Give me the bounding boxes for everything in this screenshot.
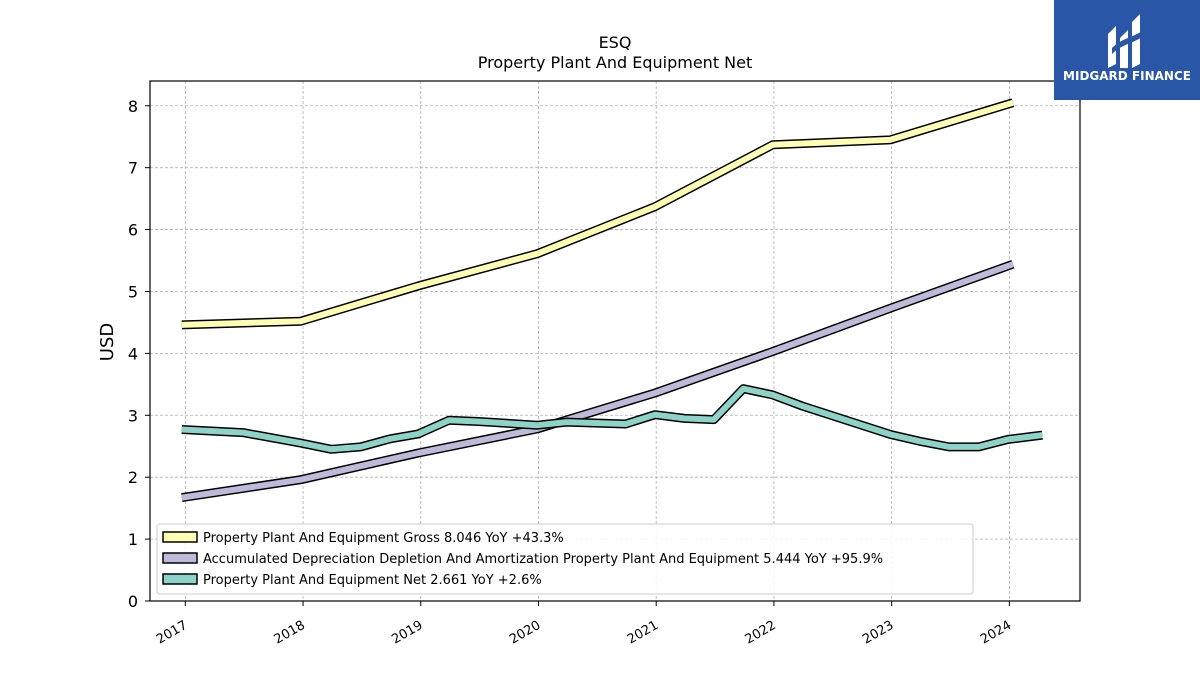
series-line-1: [181, 261, 1014, 501]
series-line-outline-1: [181, 259, 1015, 503]
y-tick-label: 6: [128, 221, 138, 240]
legend-label-2: Property Plant And Equipment Net 2.661 Y…: [203, 573, 542, 588]
grid-lines: [150, 81, 1080, 602]
y-tick-label: 7: [128, 159, 138, 178]
legend-label-1: Accumulated Depreciation Depletion And A…: [203, 552, 883, 567]
legend-swatch-2: [162, 573, 198, 585]
logo-mark-icon: [1108, 14, 1144, 68]
legend-swatch-0: [162, 531, 198, 543]
chart-title: ESQ: [599, 33, 632, 52]
series-lines: [181, 98, 1043, 503]
series-line-2: [181, 385, 1043, 453]
y-tick-label: 0: [128, 592, 138, 611]
x-tick-label: 2018: [272, 618, 308, 648]
x-tick-label: 2017: [154, 618, 190, 648]
chart-subtitle: Property Plant And Equipment Net: [478, 53, 753, 72]
plot-frame: [149, 80, 1081, 602]
x-tick-label: 2019: [389, 618, 425, 648]
y-tick-label: 3: [128, 406, 138, 425]
legend-label-0: Property Plant And Equipment Gross 8.046…: [203, 531, 564, 546]
x-tick-label: 2023: [860, 618, 896, 648]
logo-text: MIDGARD FINANCE: [1063, 69, 1191, 83]
y-axis-label: USD: [97, 323, 118, 361]
y-tick-label: 1: [128, 530, 138, 549]
y-tick-label: 2: [128, 468, 138, 487]
y-tick-label: 5: [128, 282, 138, 301]
y-tick-label: 4: [128, 344, 138, 363]
x-tick-label: 2021: [625, 618, 661, 648]
y-tick-label: 8: [128, 97, 138, 116]
x-tick-label: 2024: [978, 618, 1014, 648]
legend: Property Plant And Equipment Gross 8.046…: [156, 523, 974, 595]
series-line-0: [181, 99, 1014, 328]
legend-box: [156, 523, 974, 595]
brand-logo: MIDGARD FINANCE: [1054, 0, 1200, 100]
x-tick-label: 2020: [507, 618, 543, 648]
x-tick-label: 2022: [743, 618, 779, 648]
legend-swatch-1: [162, 552, 198, 564]
